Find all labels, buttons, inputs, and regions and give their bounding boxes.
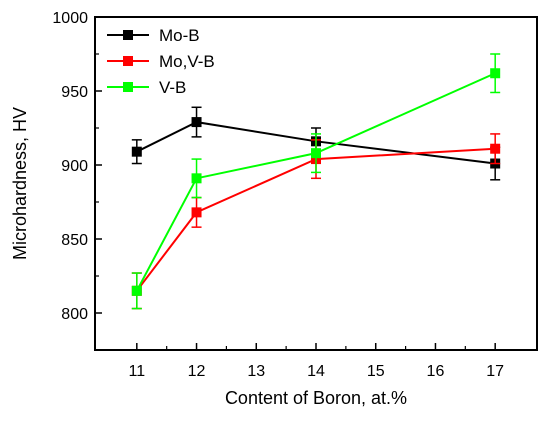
legend-label: Mo,V-B bbox=[159, 52, 215, 71]
data-point bbox=[191, 117, 202, 128]
y-tick-label: 900 bbox=[61, 158, 88, 175]
x-tick-label: 12 bbox=[188, 363, 206, 380]
data-point bbox=[191, 173, 202, 184]
y-tick-label: 1000 bbox=[52, 10, 88, 27]
legend-marker bbox=[123, 30, 133, 40]
legend: Mo-B Mo,V-B V-B bbox=[107, 26, 215, 97]
x-tick-label: 17 bbox=[486, 363, 504, 380]
series-line bbox=[135, 72, 496, 292]
x-tick-label: 15 bbox=[367, 363, 385, 380]
y-tick-label: 850 bbox=[61, 232, 88, 249]
legend-marker bbox=[123, 56, 133, 66]
data-point bbox=[490, 143, 501, 154]
x-tick-label: 11 bbox=[129, 363, 146, 380]
x-axis-label: Content of Boron, at.% bbox=[225, 388, 407, 408]
series-layer bbox=[131, 53, 501, 310]
x-tick-label: 16 bbox=[427, 363, 445, 380]
ticks-layer: 11 12 13 14 15 16 17 800 850 900 950 1000 bbox=[52, 10, 504, 380]
series-line bbox=[136, 147, 496, 292]
legend-marker bbox=[123, 82, 133, 92]
data-point bbox=[191, 207, 202, 218]
x-tick-label: 14 bbox=[307, 363, 325, 380]
legend-label: V-B bbox=[159, 78, 186, 97]
y-axis-label: Microhardness, HV bbox=[10, 107, 30, 260]
legend-label: Mo-B bbox=[159, 26, 200, 45]
data-point bbox=[131, 146, 142, 157]
data-point bbox=[311, 148, 321, 159]
data-point bbox=[490, 68, 501, 79]
series-v-b bbox=[131, 53, 501, 310]
y-tick-label: 800 bbox=[61, 306, 88, 323]
x-tick-label: 13 bbox=[247, 363, 265, 380]
y-tick-label: 950 bbox=[61, 84, 88, 101]
series-line bbox=[136, 121, 496, 165]
data-point bbox=[131, 285, 142, 296]
